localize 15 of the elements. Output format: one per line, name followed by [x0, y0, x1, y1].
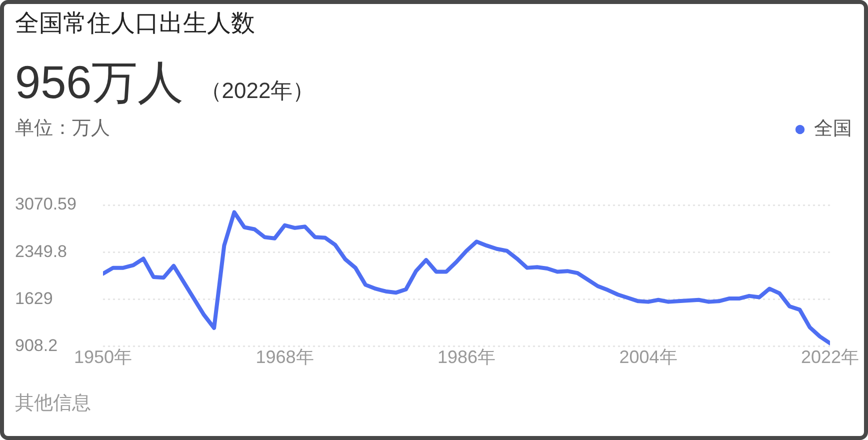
legend-label: 全国 — [814, 118, 852, 140]
y-tick-label: 3070.59 — [15, 194, 76, 214]
y-tick-label: 2349.8 — [15, 242, 67, 261]
x-tick-label: 2004年 — [619, 347, 678, 368]
x-tick-label: 2022年 — [800, 347, 859, 368]
text: （2022年） — [200, 78, 315, 104]
chart-subtitle: 956万人 — [15, 56, 184, 108]
y-tick-label: 1629 — [15, 288, 53, 308]
x-tick-label: 1986年 — [437, 347, 496, 368]
text: 其他信息 — [15, 393, 91, 415]
y-axis-title: 单位：万人 — [15, 118, 110, 140]
x-tick-label: 1968年 — [256, 347, 314, 368]
x-tick-label: 1950年 — [74, 347, 132, 368]
y-tick-label: 908.2 — [15, 336, 58, 356]
chart-title: 全国常住人口出生人数 — [15, 10, 255, 37]
